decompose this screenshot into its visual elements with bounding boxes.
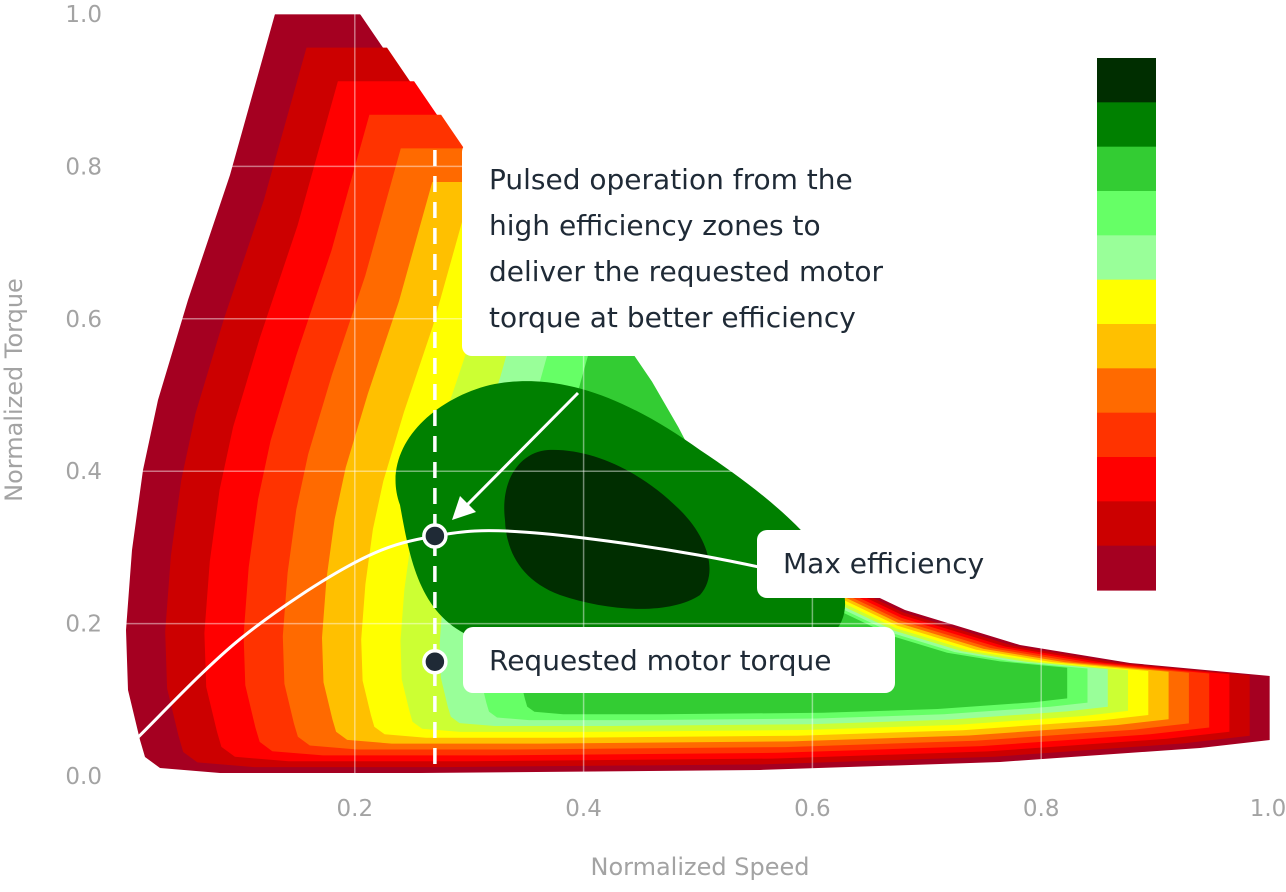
pulsed-callout-line-3: deliver the requested motor <box>489 255 883 288</box>
contour-band-12 <box>504 449 710 609</box>
colorbar-segment <box>1097 146 1156 192</box>
requested-torque-box <box>463 627 895 693</box>
colorbar-segment <box>1097 102 1156 148</box>
x-axis-label: Normalized Speed <box>591 853 810 881</box>
pulsed-callout-box <box>462 142 920 356</box>
requested-torque-callout: Requested motor torque <box>463 627 895 693</box>
colorbar-segment <box>1097 279 1156 325</box>
colorbar-segment <box>1097 501 1156 547</box>
colorbar-segment <box>1097 191 1156 236</box>
colorbar <box>1097 58 1156 591</box>
x-tick-label: 0.6 <box>794 796 831 822</box>
x-tick-label: 1.0 <box>1250 796 1286 822</box>
colorbar-segment <box>1097 412 1156 458</box>
y-tick-label: 0.4 <box>65 459 102 485</box>
pulsed-operating-point <box>422 523 448 549</box>
colorbar-segment <box>1097 58 1156 103</box>
operating-points <box>422 523 448 675</box>
requested-torque-point <box>422 648 448 675</box>
y-tick-label: 0.6 <box>65 307 102 333</box>
pulsed-callout-line-4: torque at better efficiency <box>489 301 856 334</box>
y-tick-label: 0.0 <box>65 764 102 790</box>
max-efficiency-box <box>757 530 1019 598</box>
x-tick-label: 0.4 <box>565 796 602 822</box>
max-efficiency-label: Max efficiency <box>783 547 984 580</box>
pulsed-callout-line-1: Pulsed operation from the <box>489 163 853 196</box>
x-axis-ticks: 0.2 0.4 0.6 0.8 1.0 <box>337 796 1286 822</box>
colorbar-segment <box>1097 368 1156 414</box>
y-axis-ticks: 0.0 0.2 0.4 0.6 0.8 1.0 <box>65 2 102 790</box>
y-tick-label: 0.8 <box>65 154 102 180</box>
pulsed-callout-arrowhead <box>452 496 476 520</box>
colorbar-segment <box>1097 545 1156 591</box>
colorbar-segment <box>1097 457 1156 502</box>
y-tick-label: 0.2 <box>65 612 102 638</box>
pulsed-callout-line-2: high efficiency zones to <box>489 209 821 242</box>
y-axis-label: Normalized Torque <box>0 278 28 502</box>
max-efficiency-callout: Max efficiency <box>757 530 1019 598</box>
colorbar-segment <box>1097 324 1156 369</box>
colorbar-segment <box>1097 235 1156 281</box>
pulsed-callout-arrow <box>462 391 580 510</box>
x-tick-label: 0.2 <box>337 796 374 822</box>
pulsed-operation-callout: Pulsed operation from the high efficienc… <box>462 142 920 356</box>
y-tick-label: 1.0 <box>65 2 102 28</box>
x-tick-label: 0.8 <box>1023 796 1060 822</box>
requested-torque-label: Requested motor torque <box>489 644 831 677</box>
